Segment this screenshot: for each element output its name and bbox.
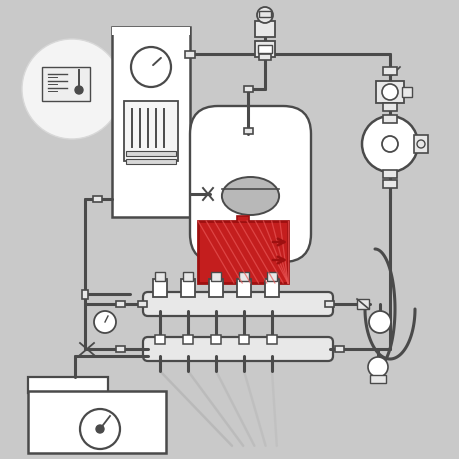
Bar bbox=[382, 171, 396, 179]
Circle shape bbox=[416, 141, 424, 149]
Bar bbox=[42, 68, 90, 102]
Bar bbox=[124, 102, 178, 162]
Bar bbox=[183, 335, 193, 344]
Circle shape bbox=[94, 311, 116, 333]
Bar bbox=[382, 104, 396, 112]
Bar bbox=[180, 280, 195, 297]
FancyBboxPatch shape bbox=[143, 337, 332, 361]
Bar bbox=[401, 88, 411, 98]
Bar bbox=[266, 335, 276, 344]
Bar bbox=[112, 28, 190, 218]
Bar bbox=[183, 272, 193, 281]
Circle shape bbox=[368, 311, 390, 333]
Bar bbox=[92, 196, 101, 202]
Bar bbox=[137, 302, 146, 308]
Circle shape bbox=[96, 425, 104, 433]
Bar bbox=[257, 46, 271, 54]
Bar bbox=[413, 136, 427, 154]
Circle shape bbox=[381, 137, 397, 153]
Bar bbox=[335, 346, 344, 352]
Bar bbox=[243, 129, 252, 134]
Bar bbox=[126, 160, 176, 165]
Circle shape bbox=[381, 85, 397, 101]
Bar bbox=[155, 272, 165, 281]
Circle shape bbox=[131, 48, 171, 88]
Bar bbox=[258, 12, 270, 18]
Circle shape bbox=[22, 40, 122, 140]
Bar bbox=[236, 217, 248, 223]
Circle shape bbox=[75, 87, 83, 95]
Ellipse shape bbox=[221, 178, 279, 216]
Bar bbox=[264, 280, 279, 297]
Bar bbox=[239, 272, 248, 281]
Circle shape bbox=[80, 409, 120, 449]
Bar bbox=[28, 391, 166, 453]
Bar bbox=[153, 280, 167, 297]
FancyBboxPatch shape bbox=[190, 107, 310, 263]
Bar bbox=[197, 222, 287, 283]
FancyBboxPatch shape bbox=[143, 292, 332, 316]
Bar bbox=[356, 299, 368, 309]
Bar bbox=[243, 87, 252, 93]
Bar bbox=[126, 151, 176, 157]
Bar bbox=[112, 28, 190, 36]
Bar bbox=[375, 82, 403, 104]
Circle shape bbox=[361, 117, 417, 173]
Bar bbox=[211, 335, 220, 344]
Bar bbox=[382, 180, 396, 189]
Bar bbox=[325, 302, 334, 308]
Bar bbox=[236, 280, 251, 297]
Bar bbox=[382, 116, 396, 124]
Circle shape bbox=[257, 8, 272, 24]
Bar bbox=[82, 290, 88, 299]
Bar bbox=[115, 346, 124, 352]
Bar bbox=[254, 22, 274, 38]
Bar bbox=[211, 272, 220, 281]
Bar bbox=[369, 375, 385, 383]
Bar bbox=[266, 272, 276, 281]
Bar bbox=[208, 280, 223, 297]
Bar bbox=[115, 302, 124, 308]
Bar bbox=[258, 55, 270, 61]
Bar bbox=[185, 51, 195, 58]
Bar bbox=[382, 68, 396, 76]
Bar bbox=[28, 377, 108, 393]
Bar bbox=[155, 335, 165, 344]
Bar bbox=[239, 335, 248, 344]
Bar bbox=[254, 42, 274, 58]
Circle shape bbox=[367, 357, 387, 377]
